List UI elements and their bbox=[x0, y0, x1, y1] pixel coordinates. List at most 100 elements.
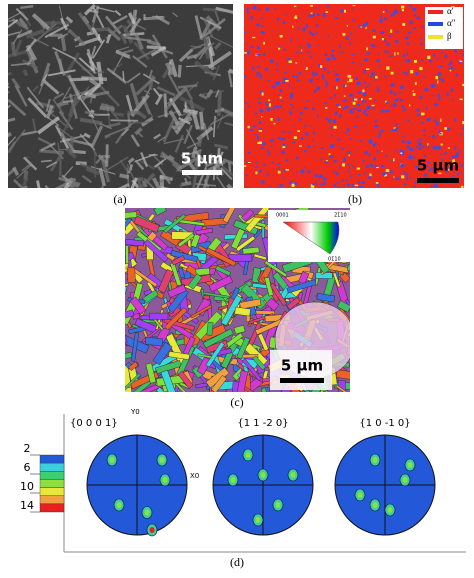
lath bbox=[146, 39, 161, 47]
phase-dot bbox=[395, 30, 399, 33]
phase-dot bbox=[319, 174, 323, 178]
phase-dot bbox=[244, 186, 247, 188]
phase-dot bbox=[291, 183, 295, 188]
lath bbox=[21, 130, 37, 136]
lath bbox=[191, 146, 198, 159]
lath bbox=[97, 6, 115, 13]
grain bbox=[347, 263, 350, 272]
phase-dot bbox=[375, 76, 378, 79]
phase-dot bbox=[386, 42, 390, 46]
lath bbox=[46, 116, 60, 126]
pole-spot bbox=[109, 457, 115, 463]
lath bbox=[119, 159, 128, 171]
lath bbox=[79, 133, 96, 151]
phase-dot bbox=[445, 169, 448, 173]
lath bbox=[93, 151, 97, 178]
phase-dot bbox=[419, 43, 423, 45]
phase-dot bbox=[377, 54, 379, 56]
lath bbox=[120, 33, 128, 45]
phase-dot bbox=[462, 83, 464, 87]
phase-dot bbox=[462, 120, 464, 124]
pole-title: {0 0 0 1} bbox=[70, 418, 118, 429]
phase-dot bbox=[300, 187, 304, 188]
phase-dot bbox=[439, 65, 443, 67]
phase-dot bbox=[406, 41, 409, 45]
phase-dot bbox=[382, 10, 385, 13]
phase-dot bbox=[349, 108, 353, 113]
phase-dot bbox=[452, 98, 454, 101]
phase-dot bbox=[284, 145, 287, 149]
phase-dot bbox=[405, 36, 409, 39]
phase-dot bbox=[358, 181, 361, 184]
lath bbox=[180, 153, 197, 172]
phase-dot bbox=[381, 164, 385, 167]
phase-dot bbox=[337, 138, 341, 141]
phase-dot bbox=[356, 131, 358, 133]
phase-dot bbox=[416, 16, 420, 20]
phase-dot bbox=[261, 180, 265, 184]
phase-dot bbox=[365, 86, 369, 88]
phase-dot bbox=[282, 20, 286, 24]
lath bbox=[81, 90, 110, 100]
lath bbox=[214, 41, 222, 50]
lath bbox=[206, 88, 214, 98]
lath bbox=[192, 113, 200, 130]
scale-text: 5 µm bbox=[181, 150, 223, 168]
lath bbox=[21, 162, 33, 172]
phase-dot bbox=[326, 58, 330, 61]
lath bbox=[210, 112, 232, 126]
phase-dot bbox=[315, 24, 319, 27]
phase-dot bbox=[245, 174, 249, 177]
lath bbox=[199, 18, 214, 41]
phase-dot bbox=[386, 101, 389, 104]
legend: α′ α″ β bbox=[425, 6, 463, 49]
lath bbox=[203, 178, 210, 188]
phase-dot bbox=[263, 163, 266, 167]
phase-dot bbox=[394, 128, 398, 132]
phase-dot bbox=[393, 103, 397, 107]
grain bbox=[269, 282, 288, 307]
lath bbox=[59, 131, 76, 152]
lath bbox=[110, 119, 139, 122]
lath bbox=[36, 180, 44, 188]
phase-dot bbox=[295, 187, 299, 188]
lath bbox=[65, 147, 78, 159]
phase-dot bbox=[320, 183, 324, 186]
phase-dot bbox=[341, 179, 344, 182]
phase-dot bbox=[395, 123, 398, 126]
phase-dot bbox=[330, 134, 333, 137]
scale-bar bbox=[182, 170, 222, 175]
lath bbox=[16, 164, 32, 179]
phase-dot bbox=[385, 176, 389, 179]
phase-dot bbox=[450, 62, 453, 64]
phase-dot bbox=[437, 58, 439, 61]
phase-dot bbox=[261, 25, 264, 27]
phase-dot bbox=[298, 145, 302, 147]
lath bbox=[10, 41, 17, 56]
phase-dot bbox=[370, 44, 374, 46]
phase-dot bbox=[297, 26, 299, 30]
phase-dot bbox=[245, 42, 247, 44]
phase-dot bbox=[277, 117, 280, 121]
scale-text: 5 µm bbox=[417, 157, 459, 175]
lath bbox=[194, 15, 203, 39]
lath bbox=[8, 136, 17, 149]
phase-dot bbox=[312, 107, 315, 110]
phase-dot bbox=[399, 91, 401, 94]
phase-dot bbox=[400, 152, 403, 155]
phase-dot bbox=[454, 118, 457, 122]
phase-dot bbox=[333, 184, 337, 187]
grain bbox=[230, 381, 241, 392]
lath bbox=[65, 16, 74, 24]
phase-dot bbox=[259, 108, 262, 111]
phase-dot bbox=[427, 145, 429, 149]
pole-title: {1 1 -2 0} bbox=[237, 418, 288, 429]
phase-dot bbox=[369, 83, 371, 86]
colorbar-band bbox=[39, 454, 65, 464]
phase-dot bbox=[339, 45, 341, 49]
grain bbox=[337, 380, 346, 392]
phase-dot bbox=[423, 76, 426, 78]
grain bbox=[286, 391, 300, 392]
phase-dot bbox=[347, 134, 350, 136]
lath bbox=[164, 91, 183, 111]
